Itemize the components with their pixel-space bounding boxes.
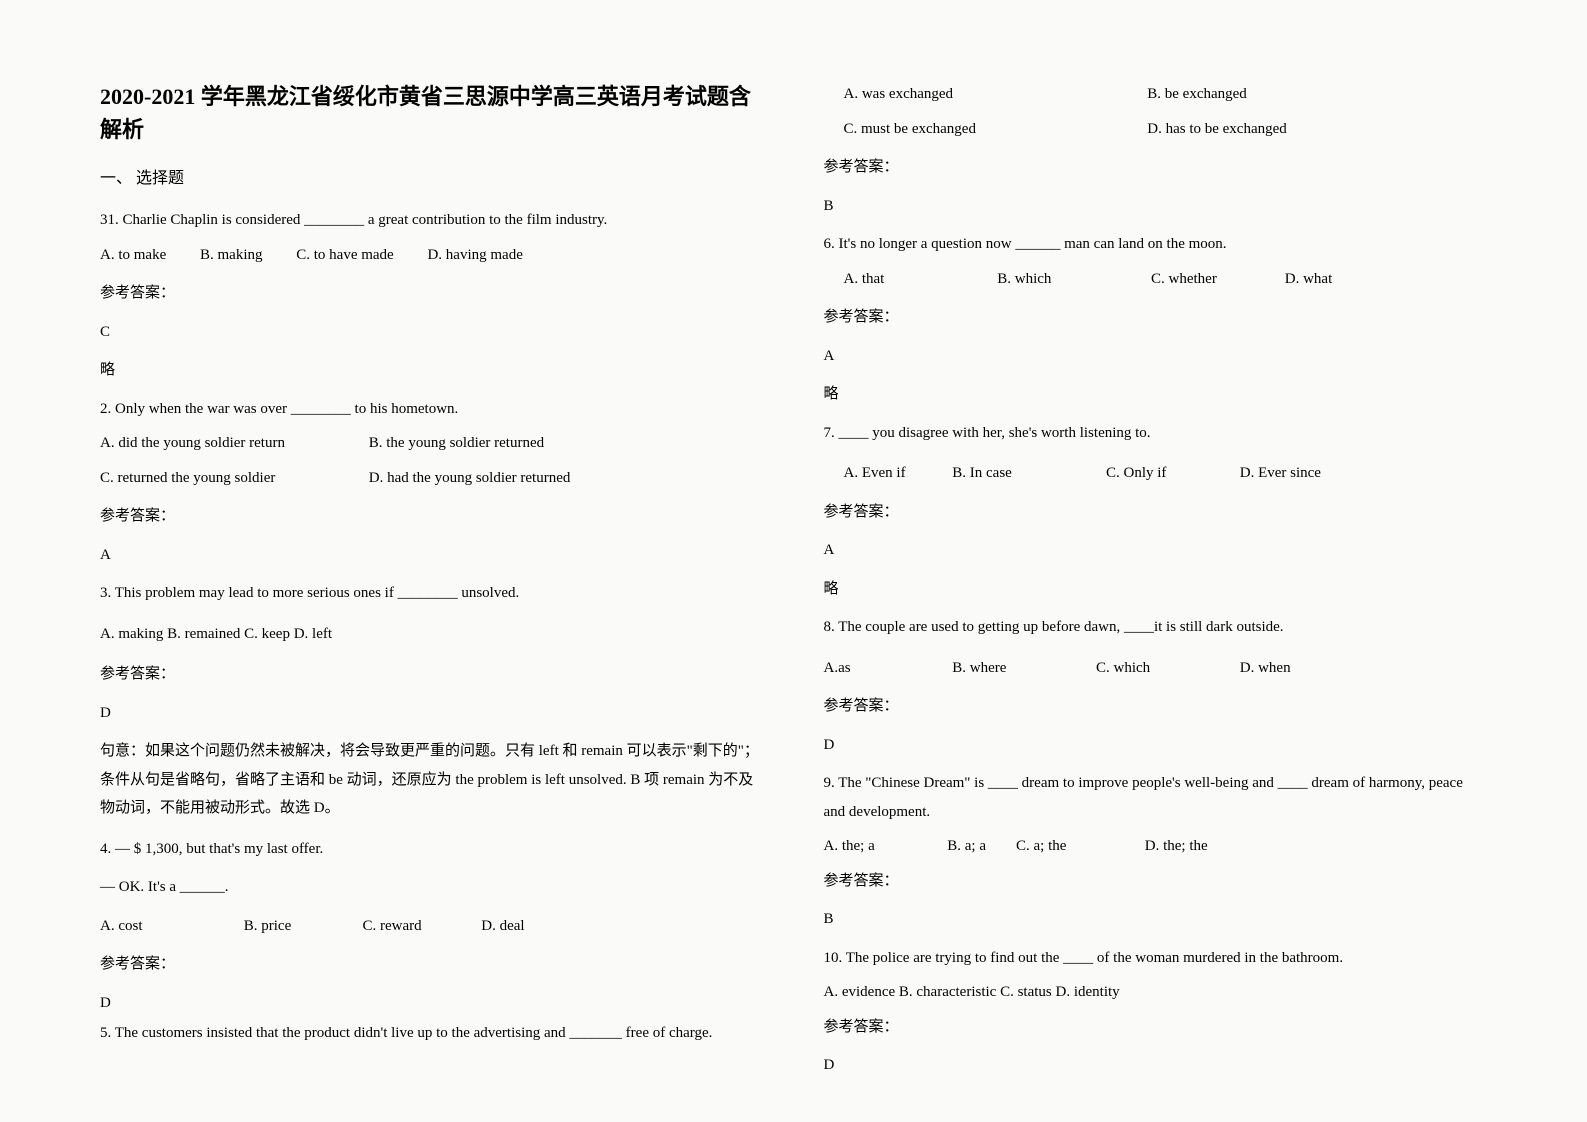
section-heading: 一、 选择题	[100, 164, 764, 188]
q10-ans: D	[824, 1051, 1488, 1080]
q7-note: 略	[824, 575, 1488, 604]
q2-b: B. the young soldier returned	[369, 429, 544, 458]
q2-text: 2. Only when the war was over ________ t…	[100, 395, 764, 424]
q2-ans: A	[100, 541, 764, 570]
q7-c: C. Only if	[1106, 459, 1206, 488]
q10-ans-label: 参考答案：	[824, 1013, 1488, 1042]
q6-note: 略	[824, 380, 1488, 409]
q4-line2: — OK. It's a ______.	[100, 873, 764, 902]
q8-ans-label: 参考答案：	[824, 692, 1488, 721]
q7-a: A. Even if	[844, 459, 939, 488]
q8-a: A.as	[824, 654, 919, 683]
q31-a: A. to make	[100, 241, 166, 270]
q6-a: A. that	[844, 265, 964, 294]
exam-title: 2020-2021 学年黑龙江省绥化市黄省三思源中学高三英语月考试题含解析	[100, 80, 764, 146]
q7-ans: A	[824, 536, 1488, 565]
q6-d: D. what	[1285, 265, 1333, 294]
q6-text: 6. It's no longer a question now ______ …	[824, 230, 1488, 259]
q5-d: D. has to be exchanged	[1147, 115, 1287, 144]
q31-options: A. to make B. making C. to have made D. …	[100, 241, 764, 270]
q3-ans-label: 参考答案：	[100, 660, 764, 689]
q4-line1: 4. — $ 1,300, but that's my last offer.	[100, 835, 764, 864]
q4-a: A. cost	[100, 912, 210, 941]
q7-b: B. In case	[952, 459, 1072, 488]
q31-ans-label: 参考答案：	[100, 279, 764, 308]
right-column: A. was exchanged B. be exchanged C. must…	[824, 80, 1488, 1082]
q6-b: B. which	[997, 265, 1117, 294]
q5-text: 5. The customers insisted that the produ…	[100, 1019, 764, 1048]
left-column: 2020-2021 学年黑龙江省绥化市黄省三思源中学高三英语月考试题含解析 一、…	[100, 80, 764, 1082]
q10-options: A. evidence B. characteristic C. status …	[824, 978, 1488, 1007]
q9-b: B. a; a	[947, 832, 1002, 861]
q8-text: 8. The couple are used to getting up bef…	[824, 613, 1488, 642]
q5-c: C. must be exchanged	[844, 115, 1114, 144]
q8-c: C. which	[1096, 654, 1206, 683]
q7-options: A. Even if B. In case C. Only if D. Ever…	[824, 459, 1488, 488]
q31-note: 略	[100, 356, 764, 385]
q3-explain: 句意：如果这个问题仍然未被解决，将会导致更严重的问题。只有 left 和 rem…	[100, 737, 764, 823]
q2-options-row2: C. returned the young soldier D. had the…	[100, 464, 764, 493]
q4-d: D. deal	[481, 912, 524, 941]
q9-ans-label: 参考答案：	[824, 867, 1488, 896]
q31-d: D. having made	[427, 241, 522, 270]
q5-ans-label: 参考答案：	[824, 153, 1488, 182]
q9-ans: B	[824, 905, 1488, 934]
q8-d: D. when	[1240, 654, 1291, 683]
q5-options-row2: C. must be exchanged D. has to be exchan…	[824, 115, 1488, 144]
q3-ans: D	[100, 699, 764, 728]
q4-b: B. price	[244, 912, 329, 941]
q9-options: A. the; a B. a; a C. a; the D. the; the	[824, 832, 1488, 861]
q9-a: A. the; a	[824, 832, 914, 861]
q7-d: D. Ever since	[1240, 459, 1321, 488]
q31-b: B. making	[200, 241, 263, 270]
q6-ans-label: 参考答案：	[824, 303, 1488, 332]
q4-ans: D	[100, 989, 764, 1018]
q7-text: 7. ____ you disagree with her, she's wor…	[824, 419, 1488, 448]
q5-ans: B	[824, 192, 1488, 221]
q31-text: 31. Charlie Chaplin is considered ______…	[100, 206, 764, 235]
q4-ans-label: 参考答案：	[100, 950, 764, 979]
q2-d: D. had the young soldier returned	[369, 464, 571, 493]
q8-options: A.as B. where C. which D. when	[824, 654, 1488, 683]
q31-ans: C	[100, 318, 764, 347]
q31-c: C. to have made	[296, 241, 393, 270]
q4-options: A. cost B. price C. reward D. deal	[100, 912, 764, 941]
q9-c: C. a; the	[1016, 832, 1111, 861]
q5-options-row1: A. was exchanged B. be exchanged	[824, 80, 1488, 109]
q2-ans-label: 参考答案：	[100, 502, 764, 531]
q5-b: B. be exchanged	[1147, 80, 1247, 109]
q2-c: C. returned the young soldier	[100, 464, 335, 493]
q6-c: C. whether	[1151, 265, 1251, 294]
q10-text: 10. The police are trying to find out th…	[824, 944, 1488, 973]
q8-b: B. where	[952, 654, 1062, 683]
q8-ans: D	[824, 731, 1488, 760]
q9-text: 9. The "Chinese Dream" is ____ dream to …	[824, 769, 1488, 826]
q2-options-row1: A. did the young soldier return B. the y…	[100, 429, 764, 458]
q3-options: A. making B. remained C. keep D. left	[100, 620, 764, 649]
q6-options: A. that B. which C. whether D. what	[824, 265, 1488, 294]
q5-a: A. was exchanged	[844, 80, 1114, 109]
q4-c: C. reward	[363, 912, 448, 941]
q9-d: D. the; the	[1145, 832, 1208, 861]
q6-ans: A	[824, 342, 1488, 371]
q3-text: 3. This problem may lead to more serious…	[100, 579, 764, 608]
q2-a: A. did the young soldier return	[100, 429, 335, 458]
q7-ans-label: 参考答案：	[824, 498, 1488, 527]
